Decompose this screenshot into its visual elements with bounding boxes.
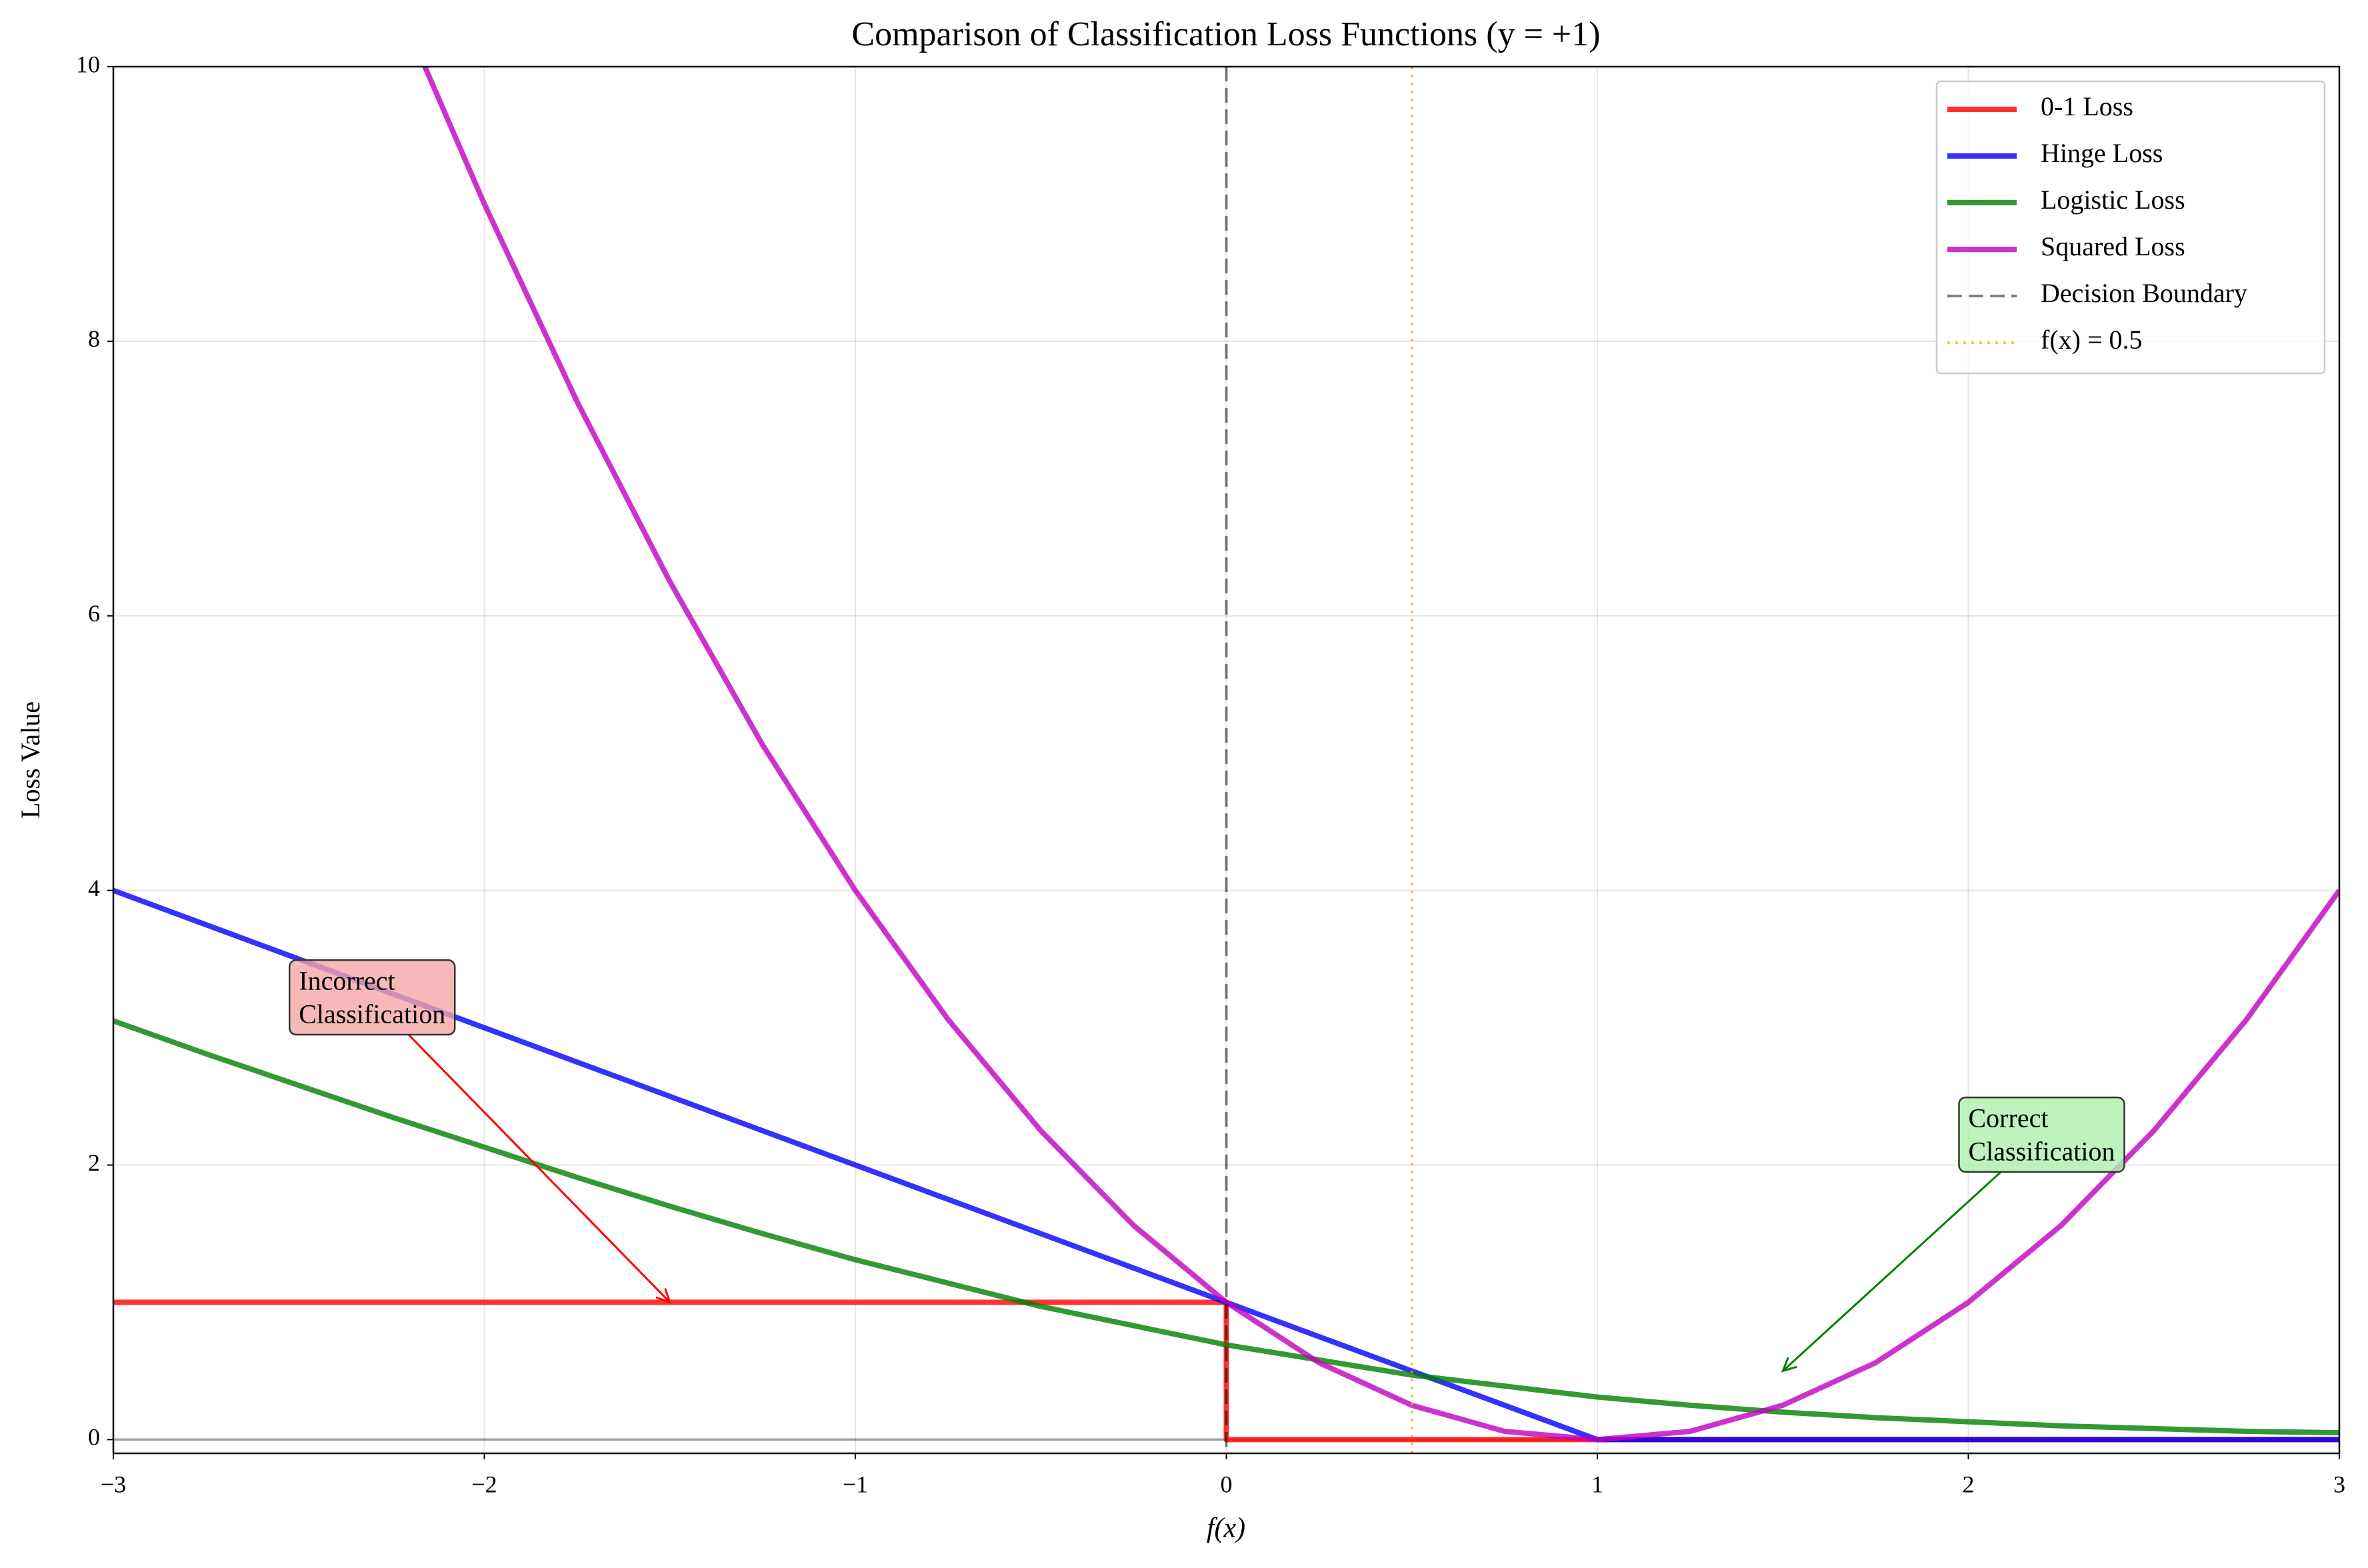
annotation: Correct Classification <box>1781 1096 2125 1373</box>
chart-title: Comparison of Classification Loss Functi… <box>851 15 1600 53</box>
y-axis-label: Loss Value <box>15 701 45 819</box>
legend-label: 0-1 Loss <box>2041 91 2133 121</box>
y-tick-label: 10 <box>76 51 100 77</box>
x-tick-label: 3 <box>2333 1471 2345 1497</box>
annotation-text: Incorrect Classification <box>299 966 445 1029</box>
x-tick-label: −1 <box>843 1471 868 1497</box>
annotation-text: Correct Classification <box>1969 1103 2115 1167</box>
x-tick-label: 1 <box>1591 1471 1603 1497</box>
series-line <box>421 67 2339 1443</box>
y-tick-label: 4 <box>88 875 100 901</box>
x-tick-label: 2 <box>1963 1471 1975 1497</box>
y-tick-label: 8 <box>88 325 100 352</box>
x-axis-label: f(x) <box>1207 1513 1245 1544</box>
legend-label: Hinge Loss <box>2041 138 2163 168</box>
annotation-line: Classification <box>299 999 445 1029</box>
y-tick-label: 0 <box>88 1424 100 1451</box>
annotation-arrow <box>407 1033 671 1303</box>
legend-box <box>1935 80 2326 375</box>
annotation-line: Correct <box>1969 1103 2049 1133</box>
annotation-arrow <box>1782 1171 2002 1372</box>
annotation: Incorrect Classification <box>289 959 672 1304</box>
y-tick-label: 2 <box>88 1149 100 1176</box>
annotation-line: Incorrect <box>299 966 395 996</box>
legend-label: Decision Boundary <box>2041 278 2247 308</box>
x-tick-label: 0 <box>1221 1471 1233 1497</box>
legend-label: Logistic Loss <box>2041 185 2185 215</box>
x-tick-label: −2 <box>471 1471 497 1497</box>
legend: 0-1 Loss Hinge Loss Logistic Loss Squared L… <box>1935 80 2326 375</box>
plot-frame <box>112 65 2341 1455</box>
legend-label: f(x) = 0.5 <box>2041 325 2143 355</box>
series-line <box>113 1018 2339 1436</box>
arrow-head <box>1781 1357 1797 1373</box>
legend-label: Squared Loss <box>2041 231 2185 261</box>
annotation-box <box>1958 1096 2125 1173</box>
arrow-head <box>655 1288 672 1304</box>
y-tick-label: 6 <box>88 600 100 627</box>
x-tick-label: −3 <box>101 1471 126 1497</box>
annotation-line: Classification <box>1969 1137 2115 1167</box>
annotation-box <box>289 959 456 1036</box>
